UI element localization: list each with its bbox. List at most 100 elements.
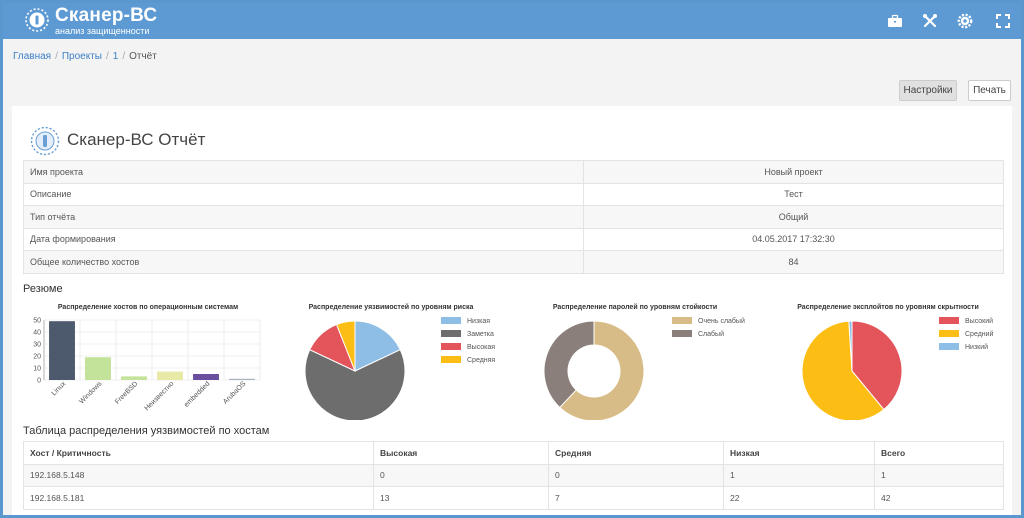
bar-ArubaOS — [229, 378, 255, 380]
legend-label: Заметка — [467, 331, 494, 338]
info-label: Дата формирования — [23, 227, 584, 251]
info-value: Тест — [583, 182, 1004, 206]
y-tick-label: 0 — [37, 378, 41, 385]
table-row: 192.168.5.181 13 7 22 42 — [23, 486, 1004, 510]
table-cell: 1 — [874, 463, 1004, 487]
legend-label: Низкая — [467, 318, 490, 325]
pie-slice-Низкий — [848, 320, 853, 372]
legend-swatch — [441, 317, 461, 324]
legend-label: Низкий — [965, 343, 988, 351]
y-tick-label: 50 — [33, 318, 41, 325]
report-title: Сканер-ВС Отчёт — [67, 130, 206, 149]
pie-slice-Очень слабый — [559, 320, 645, 420]
top-bar: Сканер-ВС анализ защищенности — [3, 3, 1021, 39]
breadcrumb-home-link[interactable]: Главная — [13, 51, 52, 62]
settings-button[interactable]: Настройки — [899, 80, 957, 101]
table-row: Имя проекта Новый проект — [23, 160, 1004, 184]
breadcrumb-current: Отчёт — [129, 51, 157, 62]
table-cell: 7 — [548, 486, 724, 510]
breadcrumb-project-link[interactable]: 1 — [112, 51, 119, 62]
table-cell: 42 — [874, 486, 1004, 510]
legend-label: Средний — [965, 330, 994, 338]
pie-chart-title: Распределение эксплойтов по уровням скры… — [797, 303, 979, 311]
table-row: 192.168.5.148 0 0 1 1 — [23, 463, 1004, 487]
info-value: Общий — [583, 205, 1004, 229]
brand-name: Сканер-ВС — [55, 5, 158, 26]
breadcrumb-separator: / — [105, 51, 109, 62]
hosts-table-heading: Таблица распределения уязвимостей по хос… — [23, 425, 270, 437]
breadcrumb-separator: / — [122, 51, 126, 62]
legend-swatch — [441, 356, 461, 363]
legend-label: Слабый — [698, 330, 724, 338]
bar-Windows — [85, 357, 111, 380]
table-cell: 0 — [373, 463, 549, 487]
x-tick-label: Linux — [51, 380, 68, 397]
legend-label: Высокая — [467, 344, 495, 351]
pie-slice-Высокий — [851, 320, 903, 411]
breadcrumb: Главная / Проекты/1/Отчёт — [13, 51, 157, 63]
legend-swatch — [672, 330, 692, 337]
table-cell: 1 — [723, 463, 875, 487]
table-row: Общее количество хостов 84 — [23, 250, 1004, 274]
legend-swatch — [441, 343, 461, 350]
pie-slice-Слабый — [543, 320, 595, 409]
y-tick-label: 10 — [33, 366, 41, 373]
bar-FreeBSD — [121, 376, 147, 380]
resume-heading: Резюме — [23, 283, 63, 295]
info-label: Описание — [23, 182, 584, 206]
table-row: Описание Тест — [23, 182, 1004, 206]
pie-slice-Средний — [801, 320, 885, 420]
column-header: Высокая — [373, 441, 549, 465]
x-tick-label: embedded — [183, 380, 211, 408]
y-tick-label: 40 — [33, 330, 41, 337]
breadcrumb-separator: / — [55, 51, 58, 62]
x-tick-label: Неизвестно — [144, 380, 176, 412]
bar-Linux — [49, 321, 75, 380]
charts-area: Распределение хостов по операционным сис… — [33, 303, 994, 420]
bar-Неизвестно — [157, 371, 183, 380]
report-panel: Сканер-ВС Отчёт Имя проекта Новый проект … — [12, 106, 1012, 515]
briefcase-icon[interactable] — [887, 13, 903, 29]
host-cell: 192.168.5.148 — [23, 463, 374, 487]
table-row: Дата формирования 04.05.2017 17:32:30 — [23, 227, 1004, 251]
info-label: Имя проекта — [23, 160, 584, 184]
info-value: Новый проект — [583, 160, 1004, 184]
bar-chart-title: Распределение хостов по операционным сис… — [58, 304, 238, 311]
info-value: 04.05.2017 17:32:30 — [583, 227, 1004, 251]
legend-swatch — [939, 317, 959, 324]
legend-swatch — [939, 330, 959, 337]
table-header-row: Хост / Критичность Высокая Средняя Низка… — [23, 441, 1004, 465]
info-label: Тип отчёта — [23, 205, 584, 229]
pie-slice-Средняя — [335, 320, 356, 372]
y-tick-label: 20 — [33, 354, 41, 361]
tools-icon[interactable] — [922, 13, 938, 29]
pie-slice-Заметка — [304, 349, 406, 420]
pie-slice-Низкая — [354, 320, 401, 372]
legend-label: Высокий — [965, 317, 993, 325]
info-value: 84 — [583, 250, 1004, 274]
table-row: Тип отчёта Общий — [23, 205, 1004, 229]
table-cell: 22 — [723, 486, 875, 510]
print-button[interactable]: Печать — [968, 80, 1011, 101]
pie-chart-title: Распределение паролей по уровням стойкос… — [553, 303, 717, 311]
legend-label: Очень слабый — [698, 317, 745, 325]
legend-label: Средняя — [467, 357, 495, 364]
gear-icon[interactable] — [957, 13, 973, 29]
legend-swatch — [441, 330, 461, 337]
x-tick-label: ArubaOS — [222, 380, 248, 406]
column-header: Средняя — [548, 441, 724, 465]
column-header: Хост / Критичность — [23, 441, 374, 465]
table-cell: 13 — [373, 486, 549, 510]
fullscreen-icon[interactable] — [995, 13, 1011, 29]
legend-swatch — [672, 317, 692, 324]
hosts-vuln-table: Хост / Критичность Высокая Средняя Низка… — [23, 441, 1004, 510]
table-cell: 0 — [548, 463, 724, 487]
legend-swatch — [939, 343, 959, 350]
pie-chart-title: Распределение уязвимостей по уровням рис… — [309, 303, 474, 311]
host-cell: 192.168.5.181 — [23, 486, 374, 510]
logo-icon — [25, 8, 49, 32]
y-tick-label: 30 — [33, 342, 41, 349]
info-label: Общее количество хостов — [23, 250, 584, 274]
breadcrumb-projects-link[interactable]: Проекты — [61, 51, 102, 62]
